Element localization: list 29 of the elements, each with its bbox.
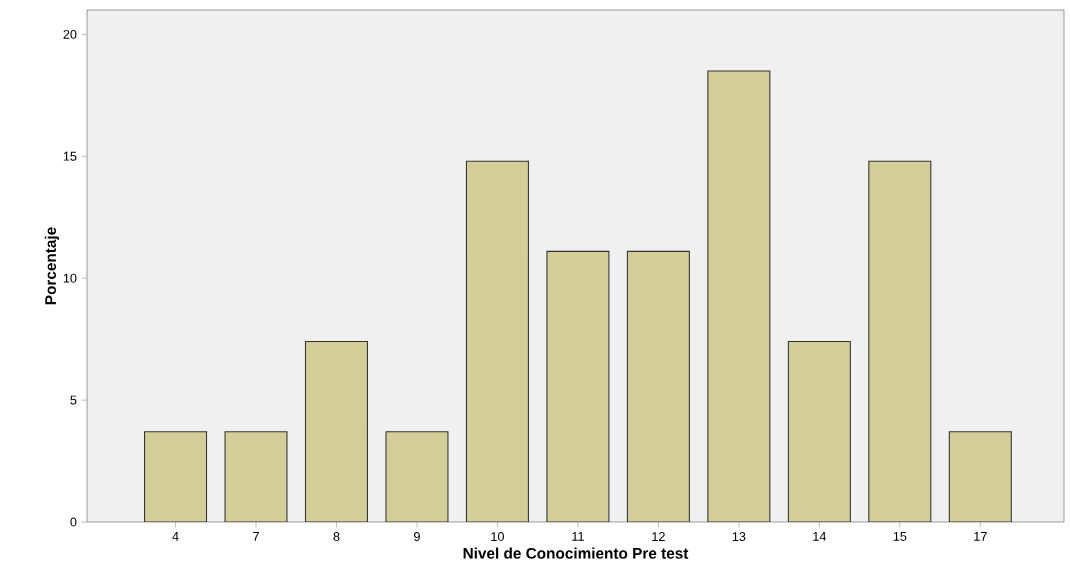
bar bbox=[225, 431, 287, 522]
x-tick-label: 12 bbox=[652, 532, 665, 541]
bar bbox=[144, 431, 207, 522]
bar bbox=[707, 70, 770, 522]
x-tick-label: 15 bbox=[893, 532, 907, 541]
x-tick-label: 11 bbox=[572, 532, 584, 541]
x-tick-label: 4 bbox=[172, 532, 179, 541]
y-tick-label: 10 bbox=[63, 273, 77, 283]
y-tick-label: 5 bbox=[70, 395, 77, 405]
bar bbox=[305, 341, 368, 522]
bar bbox=[546, 251, 609, 522]
x-tick-label: 7 bbox=[253, 532, 259, 541]
bar bbox=[466, 161, 529, 522]
y-axis-title: Porcentaje bbox=[44, 227, 60, 305]
y-tick-label: 20 bbox=[63, 29, 77, 39]
bar bbox=[627, 251, 690, 522]
bar bbox=[788, 341, 851, 522]
y-tick-label: 0 bbox=[70, 517, 77, 527]
x-tick-label: 13 bbox=[732, 532, 746, 542]
x-axis-title: Nivel de Conocimiento Pre test bbox=[463, 547, 689, 559]
bar bbox=[868, 161, 931, 522]
bar bbox=[385, 431, 448, 522]
y-tick-label: 15 bbox=[63, 151, 77, 161]
x-tick-label: 10 bbox=[491, 532, 504, 542]
x-tick-label: 17 bbox=[974, 532, 987, 541]
x-tick-label: 8 bbox=[333, 532, 340, 542]
x-tick-label: 14 bbox=[813, 532, 827, 541]
x-tick-label: 9 bbox=[414, 532, 420, 542]
bar bbox=[948, 431, 1012, 522]
